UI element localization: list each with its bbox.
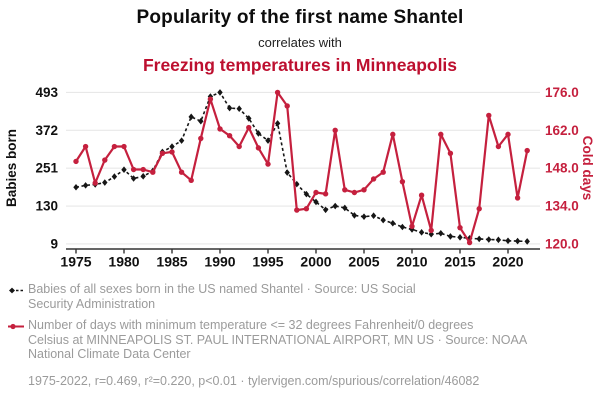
svg-text:2020: 2020 bbox=[492, 254, 523, 270]
chart-legend: Babies of all sexes born in the US named… bbox=[8, 282, 592, 369]
svg-text:9: 9 bbox=[50, 236, 58, 251]
svg-text:162.0: 162.0 bbox=[545, 123, 579, 138]
title-connector: correlates with bbox=[258, 35, 342, 50]
svg-text:120.0: 120.0 bbox=[545, 236, 579, 251]
svg-text:1985: 1985 bbox=[156, 254, 187, 270]
svg-text:251: 251 bbox=[35, 161, 58, 176]
svg-text:130: 130 bbox=[35, 199, 58, 214]
stats-footer: 1975-2022, r=0.469, r²=0.220, p<0.01 · t… bbox=[28, 374, 480, 388]
gridlines bbox=[66, 91, 540, 245]
left-axis-tick-labels: 9 130 251 372 493 bbox=[35, 85, 58, 251]
svg-text:134.0: 134.0 bbox=[545, 199, 579, 214]
right-axis-title: Cold days bbox=[580, 136, 595, 201]
svg-text:1995: 1995 bbox=[252, 254, 283, 270]
svg-text:1975: 1975 bbox=[60, 254, 91, 270]
svg-text:2005: 2005 bbox=[348, 254, 379, 270]
page-subtitle: Freezing temperatures in Minneapolis bbox=[142, 55, 458, 75]
legend-text-cold-days: Number of days with minimum temperature … bbox=[28, 318, 528, 361]
line-dot-marker-icon bbox=[8, 323, 24, 330]
legend-text-babies: Babies of all sexes born in the US named… bbox=[28, 282, 416, 311]
svg-text:2010: 2010 bbox=[396, 254, 427, 270]
legend-item-cold-days: Number of days with minimum temperature … bbox=[8, 318, 592, 362]
chart-header: Popularity of the first name Shantel cor… bbox=[0, 7, 600, 76]
x-axis: 1975 1980 1985 1990 1995 2000 2005 2010 2015 2020 bbox=[60, 248, 540, 270]
svg-text:148.0: 148.0 bbox=[545, 161, 579, 176]
svg-text:2015: 2015 bbox=[444, 254, 475, 270]
right-axis-tick-labels: 120.0 134.0 148.0 162.0 176.0 bbox=[545, 85, 579, 251]
legend-item-babies: Babies of all sexes born in the US named… bbox=[8, 282, 592, 311]
page-title: Popularity of the first name Shantel bbox=[136, 7, 464, 28]
svg-text:493: 493 bbox=[35, 85, 58, 100]
svg-text:372: 372 bbox=[35, 123, 58, 138]
left-axis-title: Babies born bbox=[4, 129, 19, 207]
dashed-diamond-marker-icon bbox=[9, 287, 24, 294]
svg-text:1990: 1990 bbox=[204, 254, 235, 270]
chart-plot: 1975 1980 1985 1990 1995 2000 2005 2010 2015 2020… bbox=[4, 85, 595, 270]
svg-text:1980: 1980 bbox=[108, 254, 139, 270]
series-babies bbox=[73, 89, 530, 245]
svg-text:176.0: 176.0 bbox=[545, 85, 579, 100]
series-cold-days bbox=[73, 89, 530, 246]
svg-text:2000: 2000 bbox=[300, 254, 331, 270]
